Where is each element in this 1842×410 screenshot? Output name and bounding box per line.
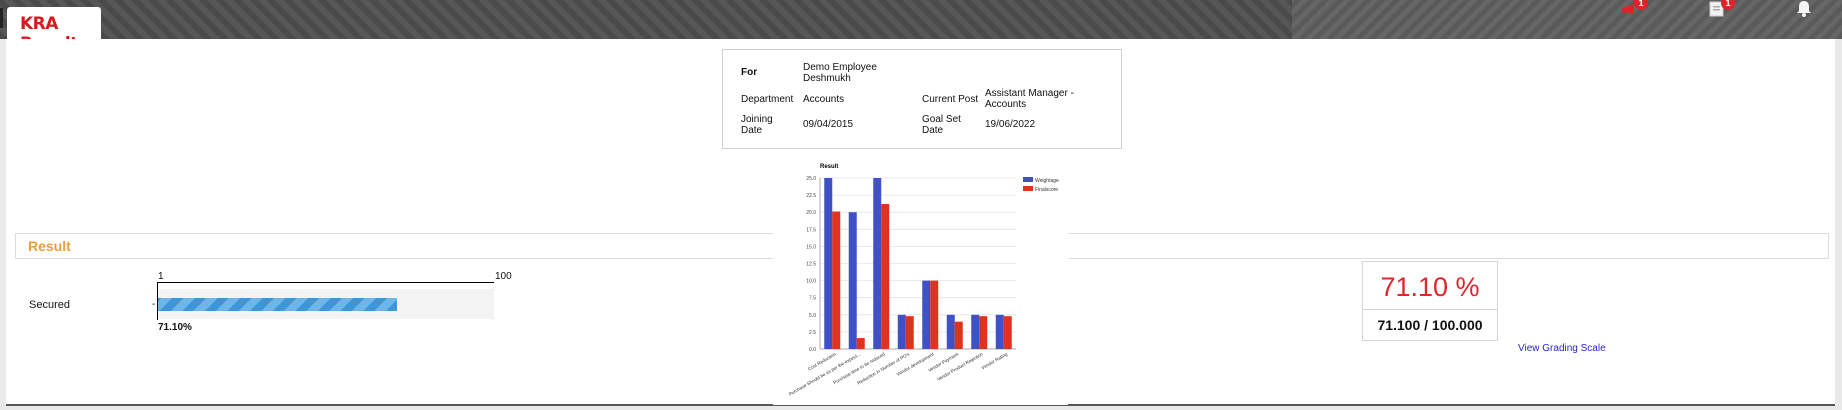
- flag-icon[interactable]: 1: [1620, 0, 1648, 20]
- bar-weightage: [848, 212, 857, 349]
- top-bar: KRA Result 1 1: [0, 0, 1842, 54]
- goal-label-line2: Date: [922, 125, 944, 136]
- bar-finalscore: [856, 338, 865, 349]
- y-tick-label: 5.0: [809, 313, 816, 319]
- employee-name-line1: Demo Employee: [803, 62, 877, 73]
- chart-title: Result: [820, 164, 838, 170]
- bar-finalscore: [954, 321, 963, 349]
- y-tick-label: 20.0: [806, 210, 816, 216]
- current-post-label: Current Post: [922, 94, 979, 105]
- bar-finalscore: [930, 280, 939, 349]
- score-fraction: 71.100 / 100.000: [1377, 317, 1483, 333]
- top-bar-decoration: [1292, 0, 1842, 39]
- joining-label-line2: Date: [741, 125, 763, 136]
- joining-label-line1: Joining: [741, 114, 773, 125]
- scale-dash: -: [152, 299, 156, 310]
- x-tick-label: Vendor Rating: [981, 351, 1009, 370]
- y-tick-label: 22.5: [806, 193, 816, 199]
- result-section-title: Result: [28, 238, 71, 254]
- goal-label-line1: Goal Set: [922, 114, 961, 125]
- legend-swatch: [1023, 186, 1033, 191]
- bar-weightage: [897, 314, 906, 349]
- clipboard-badge: 1: [1721, 0, 1735, 10]
- score-percent: 71.10 %: [1380, 272, 1480, 302]
- y-tick-label: 7.5: [809, 296, 816, 302]
- view-grading-scale-link[interactable]: View Grading Scale: [1518, 343, 1606, 354]
- bar-weightage: [971, 314, 980, 349]
- bar-weightage: [873, 178, 882, 349]
- department-value: Accounts: [803, 94, 845, 105]
- clipboard-icon[interactable]: 1: [1707, 0, 1735, 20]
- employee-info-box: For Demo Employee Deshmukh Department Ac…: [722, 49, 1122, 149]
- score-box: 71.10 % 71.100 / 100.000: [1362, 261, 1498, 341]
- y-tick-label: 17.5: [806, 227, 816, 233]
- bar-finalscore: [1003, 316, 1012, 349]
- secured-percent: 71.10%: [158, 322, 192, 333]
- menu-handle[interactable]: [0, 8, 3, 28]
- y-tick-label: 10.0: [806, 279, 816, 285]
- bar-weightage: [824, 178, 833, 349]
- y-tick-label: 0.0: [809, 347, 816, 353]
- current-post-line1: Assistant Manager -: [985, 88, 1074, 99]
- y-tick-label: 25.0: [806, 176, 816, 182]
- bar-finalscore: [905, 316, 914, 349]
- scale-start-tick: [157, 282, 158, 320]
- bar-finalscore: [832, 211, 841, 349]
- y-tick-label: 15.0: [806, 244, 816, 250]
- bar-finalscore: [979, 316, 988, 349]
- goal-set-date: 19/06/2022: [985, 119, 1036, 130]
- result-chart-svg: Result 0.0 2.5 5.0 7.5 10.0 12.5 15.0 17.5 20.0 22…: [788, 164, 1059, 397]
- scale-line: [157, 282, 494, 283]
- department-label: Department: [741, 94, 794, 105]
- bar-finalscore: [881, 203, 890, 349]
- legend-label: Finalscore: [1035, 187, 1058, 193]
- joining-date: 09/04/2015: [803, 119, 854, 130]
- bell-icon[interactable]: [1794, 0, 1816, 20]
- employee-name-line2: Deshmukh: [803, 73, 851, 84]
- x-tick-label: Vendor Product Rejection: [936, 351, 984, 382]
- secured-progress-bar: [158, 298, 397, 311]
- scale-max: 100: [495, 271, 512, 282]
- secured-label: Secured: [29, 299, 70, 311]
- bar-weightage: [946, 314, 955, 349]
- flag-badge: 1: [1634, 0, 1648, 10]
- y-tick-label: 2.5: [809, 330, 816, 336]
- score-divider: [1363, 309, 1497, 310]
- result-chart: Result 0.0 2.5 5.0 7.5 10.0 12.5 15.0 17.5 20.0 22…: [773, 153, 1068, 405]
- legend-swatch: [1023, 177, 1033, 182]
- bar-weightage: [995, 314, 1004, 349]
- for-label: For: [741, 67, 758, 78]
- page-title-tab: KRA Result: [7, 7, 101, 54]
- scale-min: 1: [158, 271, 164, 282]
- current-post-line2: Accounts: [985, 99, 1027, 110]
- bar-weightage: [922, 280, 931, 349]
- legend-label: Weightage: [1035, 178, 1059, 184]
- y-tick-label: 12.5: [806, 262, 816, 268]
